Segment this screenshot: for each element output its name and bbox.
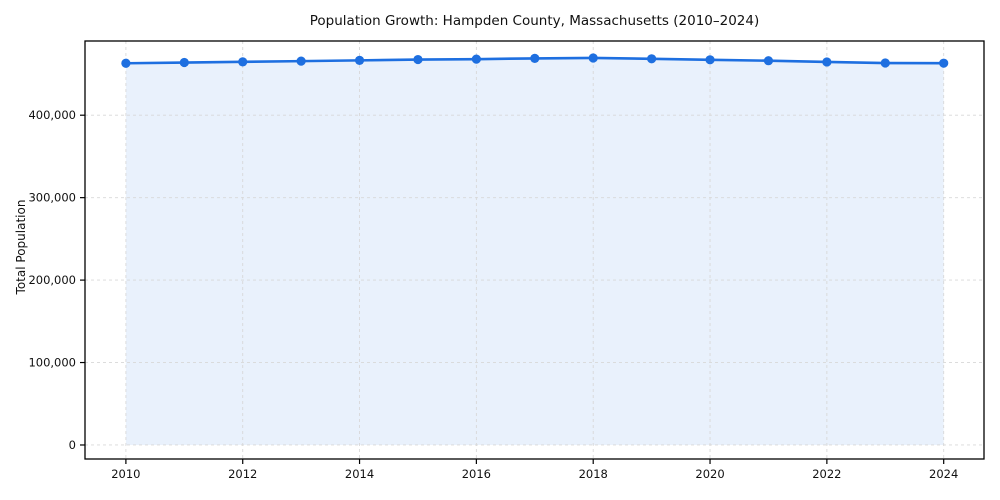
y-tick-label: 300,000 (28, 191, 76, 205)
y-tick-label: 100,000 (28, 356, 76, 370)
y-axis-title: Total Population (14, 199, 28, 295)
x-tick-label: 2020 (695, 467, 724, 481)
x-tick-label: 2016 (462, 467, 491, 481)
data-point-2021 (763, 56, 774, 66)
x-tick-label: 2018 (579, 467, 608, 481)
data-point-2015 (413, 54, 423, 65)
chart-title: Population Growth: Hampden County, Massa… (309, 13, 760, 29)
data-point-2014 (354, 55, 365, 65)
data-point-2012 (238, 57, 248, 67)
data-point-2024 (939, 58, 949, 68)
data-point-2017 (530, 53, 540, 63)
data-point-2023 (880, 58, 890, 68)
x-tick-label: 2010 (111, 467, 140, 481)
data-point-2020 (705, 55, 715, 65)
y-tick-label: 0 (69, 438, 76, 452)
data-point-2010 (121, 58, 131, 68)
x-tick-label: 2012 (228, 467, 257, 481)
area-fill (125, 57, 944, 445)
y-tick-label: 200,000 (28, 273, 76, 287)
data-point-2011 (179, 57, 189, 68)
x-tick-label: 2024 (929, 467, 958, 481)
data-point-2022 (822, 57, 832, 67)
data-point-2019 (647, 54, 657, 64)
data-point-2013 (296, 56, 306, 66)
x-tick-label: 2014 (345, 467, 374, 481)
plot-frame (84, 40, 985, 460)
data-point-2018 (588, 53, 598, 63)
y-tick-label: 400,000 (28, 108, 76, 122)
x-tick-label: 2022 (812, 467, 841, 481)
data-point-2016 (471, 54, 481, 64)
